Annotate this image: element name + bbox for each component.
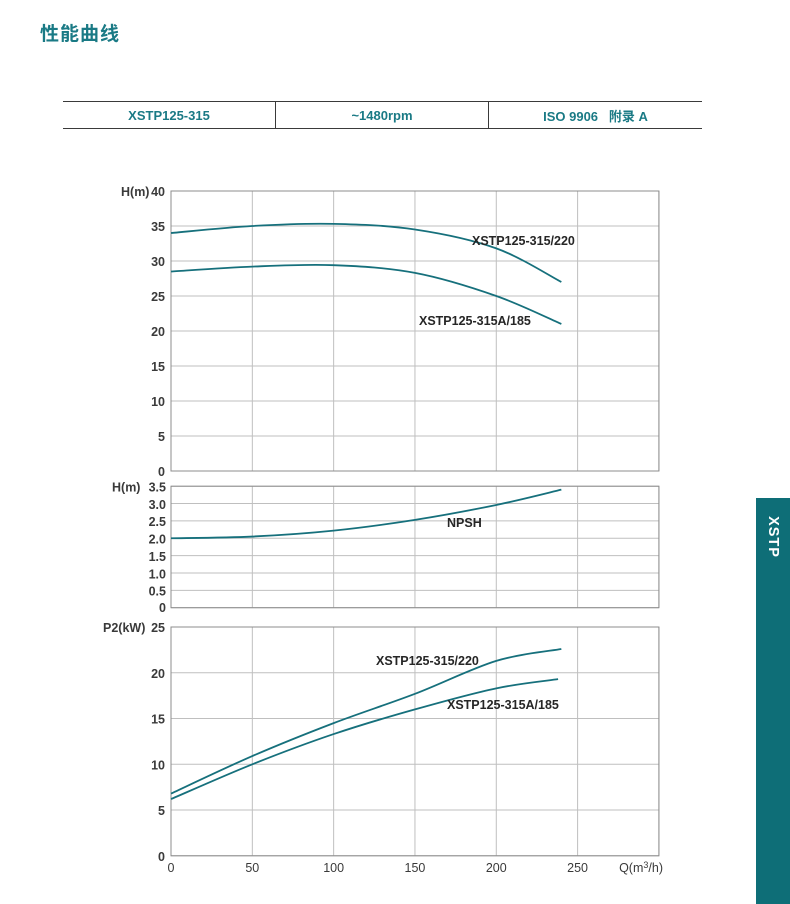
svg-text:2.0: 2.0 — [149, 533, 166, 547]
svg-text:15: 15 — [151, 360, 165, 374]
svg-text:1.5: 1.5 — [149, 550, 166, 564]
svg-text:0: 0 — [159, 601, 166, 615]
svg-text:5: 5 — [158, 804, 165, 818]
svg-text:Q(m3/h): Q(m3/h) — [619, 860, 663, 875]
svg-text:3.0: 3.0 — [149, 498, 166, 512]
svg-text:0.5: 0.5 — [149, 585, 166, 599]
svg-text:35: 35 — [151, 220, 165, 234]
svg-text:100: 100 — [323, 861, 344, 875]
svg-text:NPSH: NPSH — [447, 516, 482, 530]
svg-text:20: 20 — [151, 325, 165, 339]
svg-text:H(m): H(m) — [112, 481, 140, 495]
svg-text:40: 40 — [151, 185, 165, 199]
svg-text:3.5: 3.5 — [149, 481, 166, 495]
svg-text:25: 25 — [151, 621, 165, 635]
svg-text:200: 200 — [486, 861, 507, 875]
svg-text:XSTP125-315A/185: XSTP125-315A/185 — [447, 698, 559, 712]
svg-text:150: 150 — [405, 861, 426, 875]
svg-text:2.5: 2.5 — [149, 515, 166, 529]
svg-text:H(m): H(m) — [121, 185, 149, 199]
svg-text:P2(kW): P2(kW) — [103, 621, 145, 635]
svg-text:25: 25 — [151, 290, 165, 304]
svg-text:250: 250 — [567, 861, 588, 875]
svg-text:15: 15 — [151, 713, 165, 727]
svg-text:30: 30 — [151, 255, 165, 269]
svg-text:XSTP125-315/220: XSTP125-315/220 — [376, 654, 479, 668]
svg-text:1.0: 1.0 — [149, 567, 166, 581]
svg-text:5: 5 — [158, 430, 165, 444]
svg-text:0: 0 — [168, 861, 175, 875]
svg-text:10: 10 — [151, 758, 165, 772]
svg-text:10: 10 — [151, 395, 165, 409]
svg-text:20: 20 — [151, 667, 165, 681]
svg-text:XSTP125-315A/185: XSTP125-315A/185 — [419, 314, 531, 328]
svg-text:50: 50 — [245, 861, 259, 875]
svg-text:XSTP125-315/220: XSTP125-315/220 — [472, 234, 575, 248]
svg-text:0: 0 — [158, 850, 165, 864]
svg-text:0: 0 — [158, 465, 165, 479]
